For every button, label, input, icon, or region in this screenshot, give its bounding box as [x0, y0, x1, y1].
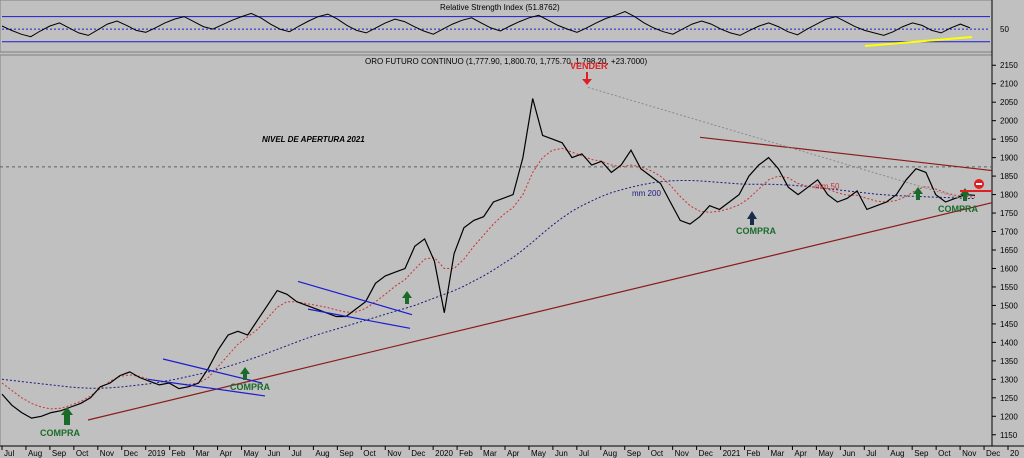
y-tick-label: 1350 [1000, 357, 1018, 366]
up-arrow-icon [240, 367, 250, 380]
x-tick-label: Oct [363, 449, 376, 458]
x-tick-label: Jun [842, 449, 855, 458]
x-tick-label: Nov [962, 449, 976, 458]
y-tick-label: 1900 [1000, 154, 1018, 163]
x-tick-label: Mar [196, 449, 210, 458]
x-tick-label: Dec [986, 449, 1000, 458]
price-layer [0, 86, 993, 421]
y-tick-label: 2000 [1000, 117, 1018, 126]
axis-layer: 2150 2100 2050 2000 1950 1900 1850 1800 1750 1700… [1, 61, 1019, 458]
y-tick-label: 1450 [1000, 320, 1018, 329]
x-tick-label: Nov [675, 449, 689, 458]
x-tick-label: 20 [1010, 449, 1019, 458]
mm200-line [1, 180, 976, 389]
x-tick-label: Jul [579, 449, 589, 458]
y-tick-label: 1300 [1000, 375, 1018, 384]
x-tick-label: Feb [172, 449, 186, 458]
mm50-label: mm 50 [815, 182, 840, 191]
x-tick-label: Oct [651, 449, 664, 458]
x-tick-label: 2020 [435, 449, 453, 458]
x-tick-label: Nov [387, 449, 401, 458]
x-tick-label: Jun [267, 449, 280, 458]
rsi-series-line [1, 10, 971, 38]
x-tick-label: Jul [866, 449, 876, 458]
y-tick-label: 1950 [1000, 135, 1018, 144]
x-tick-label: 2021 [723, 449, 741, 458]
y-tick-label: 1750 [1000, 209, 1018, 218]
x-tick-label: Aug [890, 449, 904, 458]
x-tick-label: Feb [747, 449, 761, 458]
x-tick-label: Jul [4, 449, 14, 458]
x-tick-label: Dec [124, 449, 138, 458]
up-arrow-icon [747, 211, 757, 225]
y-tick-label: 1850 [1000, 172, 1018, 181]
x-tick-label: Oct [76, 449, 89, 458]
y-tick-label: 2150 [1000, 61, 1018, 70]
y-tick-label: 2100 [1000, 80, 1018, 89]
x-tick-label: Apr [507, 449, 520, 458]
x-tick-label: Apr [794, 449, 807, 458]
x-tick-label: 2019 [148, 449, 166, 458]
x-tick-label: Sep [52, 449, 67, 458]
support-trend-line [87, 202, 993, 421]
x-tick-label: Sep [339, 449, 354, 458]
stop-icon [960, 179, 992, 192]
rsi-trend-line [864, 36, 973, 47]
decline-dotted-line [587, 86, 961, 199]
price-title: ORO FUTURO CONTINUO (1,777.90, 1,800.70,… [365, 57, 647, 66]
y-tick-label: 1650 [1000, 246, 1018, 255]
nivel-apertura-label: NIVEL DE APERTURA 2021 [262, 135, 365, 144]
x-tick-label: Sep [627, 449, 642, 458]
y-tick-label: 1600 [1000, 264, 1018, 273]
x-tick-label: May [244, 449, 259, 458]
x-tick-label: Apr [220, 449, 233, 458]
x-tick-label: Feb [459, 449, 473, 458]
x-tick-label: Oct [938, 449, 951, 458]
y-tick-label: 1150 [1000, 431, 1018, 440]
y-tick-label: 1500 [1000, 301, 1018, 310]
rsi-panel [0, 0, 993, 53]
x-tick-label: Dec [699, 449, 713, 458]
rsi-tick-label: 50 [1000, 25, 1009, 34]
price-line [1, 98, 976, 419]
flag-channel-line [147, 378, 266, 397]
x-tick-label: Jul [291, 449, 301, 458]
rsi-title: Relative Strength Index (51.8762) [440, 3, 560, 12]
up-arrow-icon [402, 291, 412, 304]
x-tick-label: Aug [315, 449, 329, 458]
x-tick-label: Mar [770, 449, 784, 458]
up-arrow-icon [913, 187, 923, 200]
compra-label-1: COMPRA [40, 428, 80, 438]
mm200-label: mm 200 [632, 189, 661, 198]
y-tick-label: 1250 [1000, 394, 1018, 403]
compra-label-2: COMPRA [230, 382, 270, 392]
flag-channel-line [307, 308, 411, 329]
compra-label-4: COMPRA [938, 204, 978, 214]
y-tick-label: 1550 [1000, 283, 1018, 292]
x-tick-label: Aug [603, 449, 617, 458]
price-panel [0, 54, 993, 447]
x-tick-label: May [531, 449, 546, 458]
rsi-layer: 50 [1, 10, 1009, 47]
x-tick-label: Mar [483, 449, 497, 458]
y-tick-label: 1800 [1000, 191, 1018, 200]
down-arrow-icon [582, 72, 592, 85]
x-tick-label: Nov [100, 449, 114, 458]
x-tick-label: Jun [555, 449, 568, 458]
y-tick-label: 1200 [1000, 412, 1018, 421]
x-tick-label: Dec [411, 449, 425, 458]
compra-label-3: COMPRA [736, 226, 776, 236]
y-tick-label: 2050 [1000, 98, 1018, 107]
flag-channel-line [297, 280, 413, 316]
up-arrow-icon [61, 407, 73, 425]
resistance-trend-line [699, 136, 993, 172]
x-tick-label: Aug [28, 449, 42, 458]
x-tick-label: Sep [914, 449, 929, 458]
y-tick-label: 1700 [1000, 228, 1018, 237]
x-tick-label: May [818, 449, 833, 458]
y-tick-label: 1400 [1000, 338, 1018, 347]
vender-label: VENDER [570, 61, 608, 71]
